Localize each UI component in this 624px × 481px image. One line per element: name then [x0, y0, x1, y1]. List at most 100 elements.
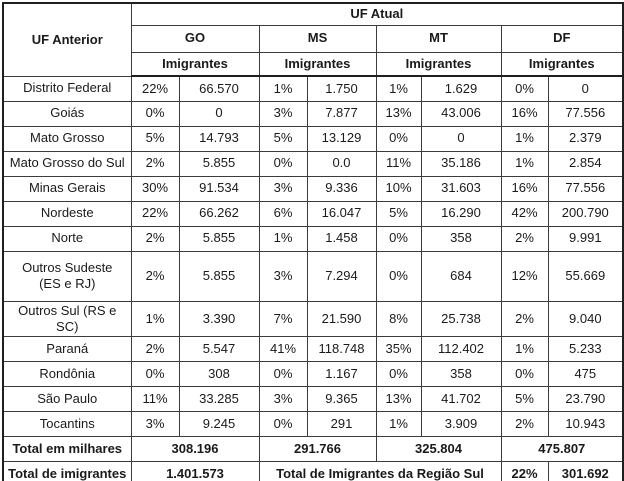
value-cell: 10.943	[547, 411, 624, 437]
value-cell: 13.129	[306, 125, 377, 152]
pct-cell: 0%	[258, 411, 308, 437]
total-milhares-go: 308.196	[130, 436, 260, 462]
pct-cell: 35%	[375, 336, 422, 362]
row-label: Outros Sul (RS e SC)	[2, 300, 132, 337]
value-cell: 1.750	[306, 75, 377, 102]
row-label: Paraná	[2, 336, 132, 362]
pct-cell: 0%	[375, 125, 422, 152]
table-row: Outros Sudeste (ES e RJ) 2% 5.855 3% 7.294 0%…	[2, 250, 624, 302]
table-row: Goiás 0% 0 3% 7.877 13% 43.006 16% 77.556	[2, 100, 624, 127]
pct-cell: 5%	[258, 125, 308, 152]
value-cell: 5.855	[178, 150, 260, 177]
value-cell: 308	[178, 361, 260, 387]
value-cell: 33.285	[178, 386, 260, 412]
value-cell: 43.006	[420, 100, 502, 127]
pct-cell: 3%	[258, 175, 308, 202]
total-imigrantes-row: Total de imigrantes 1.401.573 Total de I…	[2, 461, 624, 481]
value-cell: 0.0	[306, 150, 377, 177]
value-cell: 25.738	[420, 300, 502, 337]
row-label: Norte	[2, 225, 132, 252]
total-imigrantes-label: Total de imigrantes	[2, 461, 132, 481]
pct-cell: 0%	[375, 250, 422, 302]
pct-cell: 1%	[130, 300, 180, 337]
pct-cell: 10%	[375, 175, 422, 202]
value-cell: 1.458	[306, 225, 377, 252]
table-row: Minas Gerais 30% 91.534 3% 9.336 10% 31.603 16%…	[2, 175, 624, 202]
value-cell: 5.233	[547, 336, 624, 362]
value-cell: 475	[547, 361, 624, 387]
pct-cell: 8%	[375, 300, 422, 337]
pct-cell: 12%	[500, 250, 549, 302]
pct-cell: 1%	[258, 225, 308, 252]
pct-cell: 2%	[130, 150, 180, 177]
total-milhares-mt: 325.804	[375, 436, 502, 462]
table-row: Nordeste 22% 66.262 6% 16.047 5% 16.290 42% 200.…	[2, 200, 624, 227]
value-cell: 358	[420, 361, 502, 387]
pct-cell: 13%	[375, 386, 422, 412]
pct-cell: 13%	[375, 100, 422, 127]
table-row: São Paulo 11% 33.285 3% 9.365 13% 41.702 5% 23.7…	[2, 386, 624, 412]
value-cell: 55.669	[547, 250, 624, 302]
pct-cell: 1%	[375, 75, 422, 102]
row-label: Tocantins	[2, 411, 132, 437]
value-cell: 77.556	[547, 100, 624, 127]
table-footer: Total em milhares 308.196 291.766 325.80…	[2, 436, 624, 481]
pct-cell: 5%	[130, 125, 180, 152]
pct-cell: 2%	[130, 250, 180, 302]
value-cell: 23.790	[547, 386, 624, 412]
value-cell: 3.390	[178, 300, 260, 337]
value-cell: 66.570	[178, 75, 260, 102]
total-milhares-row: Total em milhares 308.196 291.766 325.80…	[2, 436, 624, 462]
subheader-imigrantes-mt: Imigrantes	[375, 51, 502, 77]
pct-cell: 5%	[500, 386, 549, 412]
value-cell: 200.790	[547, 200, 624, 227]
value-cell: 66.262	[178, 200, 260, 227]
value-cell: 21.590	[306, 300, 377, 337]
pct-cell: 11%	[130, 386, 180, 412]
pct-cell: 0%	[375, 361, 422, 387]
value-cell: 118.748	[306, 336, 377, 362]
table-row: Paraná 2% 5.547 41% 118.748 35% 112.402 1% 5.233	[2, 336, 624, 362]
value-cell: 41.702	[420, 386, 502, 412]
value-cell: 7.294	[306, 250, 377, 302]
row-label: Minas Gerais	[2, 175, 132, 202]
value-cell: 5.855	[178, 225, 260, 252]
value-cell: 9.991	[547, 225, 624, 252]
pct-cell: 0%	[258, 361, 308, 387]
pct-cell: 3%	[258, 100, 308, 127]
total-milhares-df: 475.807	[500, 436, 624, 462]
subheader-imigrantes-go: Imigrantes	[130, 51, 260, 77]
row-label: Outros Sudeste (ES e RJ)	[2, 250, 132, 302]
value-cell: 358	[420, 225, 502, 252]
header-row-uf: GO MS MT DF	[3, 24, 624, 53]
value-cell: 1.629	[420, 75, 502, 102]
corner-header: UF Anterior	[2, 2, 132, 77]
pct-cell: 5%	[375, 200, 422, 227]
row-label: Distrito Federal	[2, 75, 132, 102]
pct-cell: 11%	[375, 150, 422, 177]
table-header: UF Anterior UF Atual GO MS MT DF Imigran…	[2, 2, 624, 77]
header-row-imigrantes: Imigrantes Imigrantes Imigrantes Imigran…	[3, 51, 624, 77]
pct-cell: 16%	[500, 175, 549, 202]
pct-cell: 30%	[130, 175, 180, 202]
total-milhares-label: Total em milhares	[2, 436, 132, 462]
column-header-mt: MT	[375, 24, 502, 53]
subheader-imigrantes-ms: Imigrantes	[258, 51, 377, 77]
table-row: Mato Grosso do Sul 2% 5.855 0% 0.0 11% 35.186 1…	[2, 150, 624, 177]
value-cell: 3.909	[420, 411, 502, 437]
value-cell: 9.040	[547, 300, 624, 337]
column-header-go: GO	[130, 24, 260, 53]
value-cell: 684	[420, 250, 502, 302]
pct-cell: 41%	[258, 336, 308, 362]
total-regiao-sul-value: 301.692	[547, 461, 624, 481]
row-label: São Paulo	[2, 386, 132, 412]
pct-cell: 22%	[130, 75, 180, 102]
row-label: Goiás	[2, 100, 132, 127]
pct-cell: 1%	[258, 75, 308, 102]
row-label: Mato Grosso	[2, 125, 132, 152]
total-regiao-sul-pct: 22%	[500, 461, 549, 481]
pct-cell: 42%	[500, 200, 549, 227]
value-cell: 112.402	[420, 336, 502, 362]
table-row: Norte 2% 5.855 1% 1.458 0% 358 2% 9.991	[2, 225, 624, 252]
